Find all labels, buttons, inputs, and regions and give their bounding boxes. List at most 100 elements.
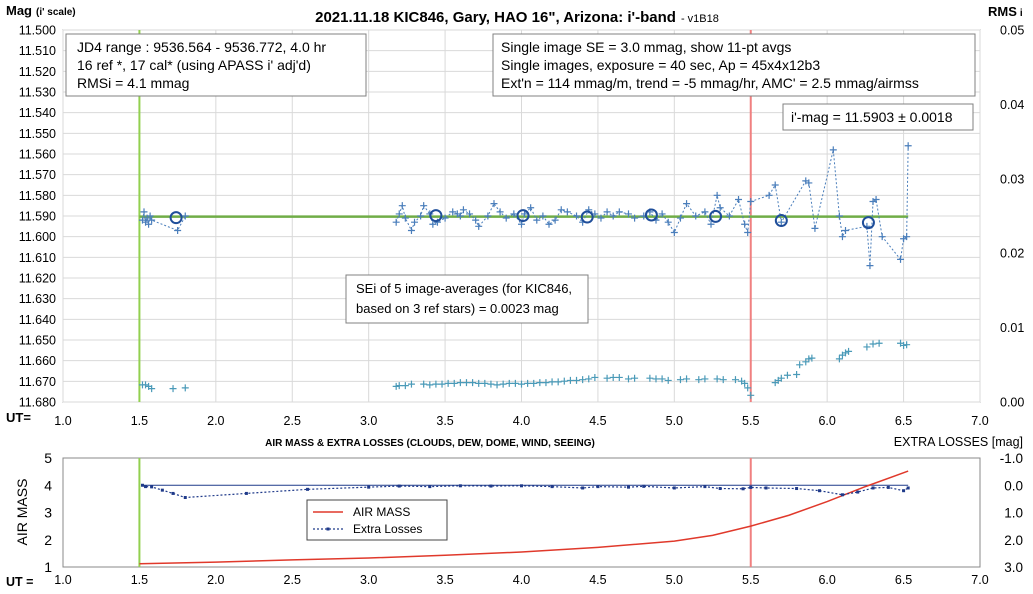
series-single-images-point <box>701 208 709 216</box>
series-11pt-avg-point <box>516 209 530 223</box>
series-rmsi-point <box>432 380 440 388</box>
series-single-images-point <box>713 191 721 199</box>
series-rmsi-point <box>802 358 810 366</box>
series-single-images-point <box>573 212 581 220</box>
series-rmsi-point <box>481 379 489 387</box>
series-single-images-point <box>735 195 743 203</box>
series-rmsi-point <box>652 375 660 383</box>
series-single-images-point <box>741 220 749 228</box>
series-rmsi-point <box>808 354 816 362</box>
series-single-images-point <box>842 226 850 234</box>
series-single-images-point <box>441 214 449 222</box>
series-extra-losses-point <box>489 484 493 488</box>
info-box-frame <box>492 33 976 97</box>
info-box-0: JD4 range : 9536.564 - 9536.772, 4.0 hr 1… <box>65 33 367 97</box>
main-x-tick-label: 2.0 <box>207 414 224 428</box>
series-rmsi-point <box>624 375 632 383</box>
main-x-tick-label: 4.5 <box>589 414 606 428</box>
series-single-images-point <box>829 146 837 154</box>
series-single-images-point <box>417 212 425 220</box>
series-rmsi-point <box>741 379 749 387</box>
airmass-x-tick-label: 3.0 <box>360 573 377 587</box>
series-single-images-point <box>456 212 464 220</box>
series-rmsi-point <box>475 379 483 387</box>
series-single-images-point <box>765 191 773 199</box>
series-rmsi-point <box>487 380 495 388</box>
series-rmsi-point <box>142 381 150 389</box>
legend-frame <box>306 499 448 541</box>
series-single-images-point <box>411 218 419 226</box>
series-single-images-point <box>502 214 510 222</box>
legend-marker-extra-losses <box>326 527 330 531</box>
airmass-x-tick-label: 6.5 <box>895 573 912 587</box>
info-box-line: RMSi = 4.1 mmag <box>77 75 189 91</box>
airmass-x-tick-label: 5.0 <box>666 573 683 587</box>
series-rmsi-point <box>542 379 550 387</box>
series-rmsi-point <box>505 379 513 387</box>
series-single-images-point <box>631 214 639 222</box>
main-y-tick-label: 11.670 <box>19 375 56 389</box>
main-y2-tick-label: 0.04 <box>1000 98 1024 112</box>
airmass-y-tick-label: 2 <box>44 532 52 548</box>
series-rmsi-point <box>554 378 562 386</box>
series-single-images-point <box>683 200 691 208</box>
series-extra-losses-point <box>642 484 646 488</box>
series-extra-losses-point <box>171 491 175 495</box>
main-y-tick-label: 11.640 <box>19 313 56 327</box>
series-single-images-point <box>838 233 846 241</box>
series-single-images-point <box>903 233 911 241</box>
series-rmsi-point <box>842 349 850 357</box>
series-rmsi-point <box>392 382 400 390</box>
series-rmsi-point <box>676 376 684 384</box>
info-box-line: 16 ref *, 17 cal* (using APASS i' adj'd) <box>77 57 311 73</box>
series-rmsi-point <box>731 376 739 384</box>
series-single-images-point <box>609 212 617 220</box>
legend-label-extra-losses: Extra Losses <box>353 522 422 536</box>
main-x-axis-label: UT= <box>6 410 31 425</box>
series-single-images-point <box>805 179 813 187</box>
series-rmsi-point <box>444 379 452 387</box>
series-extra-losses-point <box>550 485 554 489</box>
airmass-y2-tick-label: 0.0 <box>1004 478 1023 493</box>
info-box-line: Single image SE = 3.0 mmag, show 11-pt a… <box>501 39 791 55</box>
series-rmsi-point <box>903 341 911 349</box>
series-11pt-avg-point <box>861 216 875 230</box>
series-extra-losses-point <box>886 485 890 489</box>
main-y-tick-label: 11.510 <box>19 44 56 58</box>
series-rmsi-point <box>900 341 908 349</box>
series-single-images-point <box>725 212 733 220</box>
main-x-tick-label: 3.5 <box>436 414 453 428</box>
main-x-tick-label: 6.0 <box>818 414 835 428</box>
series-single-images-point <box>420 202 428 210</box>
series-rmsi-point <box>579 376 587 384</box>
series-extra-losses-point <box>520 484 523 488</box>
series-extra-losses-point <box>741 487 745 491</box>
series-single-images-point <box>527 204 535 212</box>
series-extra-losses-point <box>140 483 144 487</box>
series-single-images-point <box>146 212 154 220</box>
series-single-images-point <box>466 210 474 218</box>
main-x-tick-label: 5.0 <box>666 414 683 428</box>
series-single-images-point <box>174 226 182 234</box>
series-single-images-point <box>395 210 403 218</box>
series-rmsi-point <box>401 382 409 390</box>
series-single-images-point <box>563 208 571 216</box>
series-single-images-point <box>551 216 559 224</box>
main-chart-title: 2021.11.18 KIC846, Gary, HAO 16", Arizon… <box>315 9 719 26</box>
series-rmsi-point <box>450 379 458 387</box>
series-rmsi-point <box>869 340 877 348</box>
airmass-y2-tick-label: -1.0 <box>1000 451 1023 466</box>
series-single-images-point <box>866 262 874 270</box>
series-single-images-point <box>459 206 467 214</box>
main-y-tick-label: 11.580 <box>19 189 56 203</box>
series-rmsi-point <box>591 373 599 381</box>
series-single-images-point <box>475 222 483 230</box>
airmass-y-tick-label: 1 <box>44 559 52 575</box>
series-single-images-point <box>904 142 912 150</box>
airmass-y-tick-label: 5 <box>44 450 52 466</box>
airmass-x-tick-label: 1.0 <box>54 573 71 587</box>
series-rmsi-point <box>713 375 721 383</box>
series-rmsi-point <box>560 377 568 385</box>
airmass-x-tick-label: 4.5 <box>589 573 606 587</box>
